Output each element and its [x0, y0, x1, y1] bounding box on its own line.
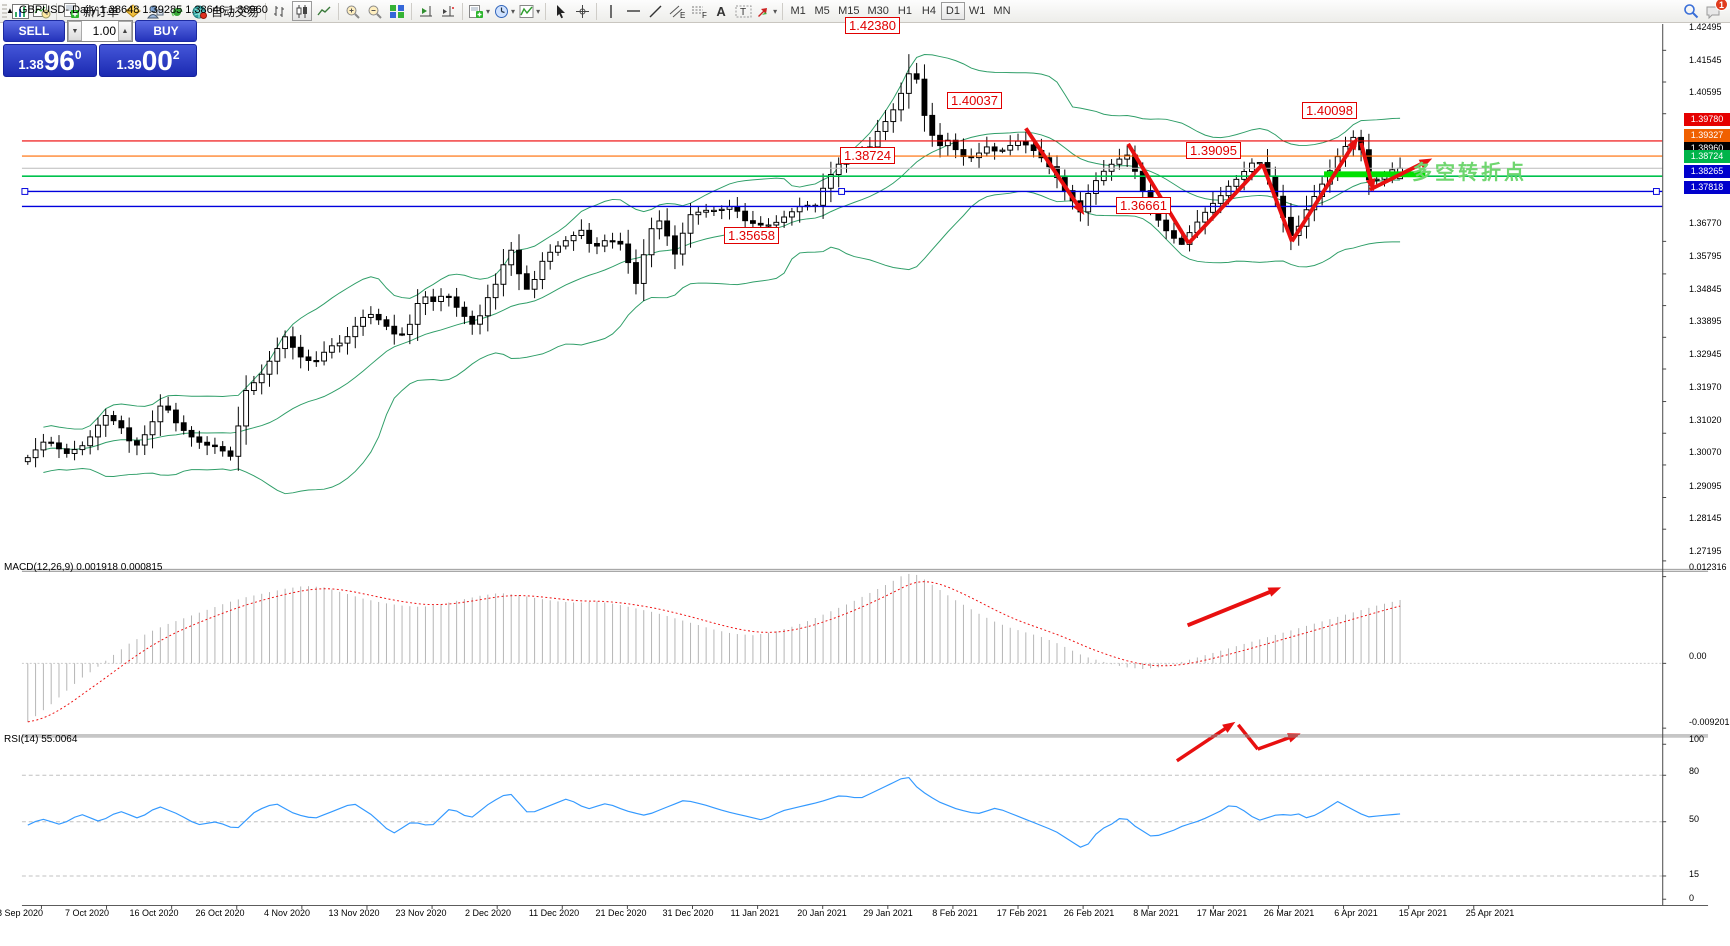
search-icon[interactable]: [1681, 1, 1701, 21]
text-label-tool-icon[interactable]: T: [733, 1, 753, 21]
sell-price-panel[interactable]: 1.38 96 0: [3, 44, 97, 77]
chart-shift-icon[interactable]: [438, 1, 458, 21]
hline-selection-handle[interactable]: [838, 188, 846, 195]
toolbar-separator: [56, 2, 57, 20]
horizontal-line-tool-icon[interactable]: [623, 1, 643, 21]
tile-windows-icon[interactable]: [387, 1, 407, 21]
toolbar-grip: [2, 3, 7, 19]
chevron-down-icon: ▾: [773, 6, 778, 16]
text-tool-icon[interactable]: A: [716, 3, 726, 19]
buy-price-panel[interactable]: 1.39 00 2: [99, 44, 197, 77]
buy-price-sup: 2: [172, 48, 180, 62]
market-icon[interactable]: [123, 1, 143, 21]
timeframe-h4[interactable]: H4: [921, 5, 936, 17]
one-click-trading-toggle-icon[interactable]: ▲: [6, 5, 14, 15]
crosshair-icon[interactable]: [572, 1, 592, 21]
svg-text:T: T: [740, 7, 746, 18]
chart-profiles-icon[interactable]: [32, 1, 52, 21]
one-click-trading-panel: SELL ▼ ▲ BUY 1.38 96 0 1.39 00 2: [3, 20, 197, 77]
chart-canvas[interactable]: [0, 24, 1730, 946]
symbol-title: ▲ GBPUSD-,Daily 1.38648 1.39285 1.38646 …: [6, 4, 268, 16]
community-icon[interactable]: [145, 1, 165, 21]
symbol-ohlc-text: GBPUSD-,Daily 1.38648 1.39285 1.38646 1.…: [18, 4, 268, 16]
chart-area: [0, 24, 1730, 946]
trendline-tool-icon[interactable]: [645, 1, 665, 21]
autotrading-label[interactable]: 自动交易: [211, 4, 260, 19]
price-annotation[interactable]: 1.39095: [1186, 142, 1241, 159]
svg-text:F: F: [702, 11, 707, 19]
toolbar-separator: [265, 2, 267, 20]
new-order-button[interactable]: [61, 1, 81, 21]
new-order-label[interactable]: 新订单: [83, 4, 120, 19]
toolbar-separator: [545, 2, 547, 20]
new-chart-icon[interactable]: [10, 1, 30, 21]
buy-price-prefix: 1.39: [116, 57, 142, 72]
timeframe-h1[interactable]: H1: [897, 5, 912, 17]
line-chart-icon[interactable]: [314, 1, 334, 21]
timeframe-m5[interactable]: M5: [814, 5, 830, 17]
price-annotation[interactable]: 1.40098: [1302, 102, 1357, 119]
sell-price-sup: 0: [74, 48, 82, 62]
templates-icon[interactable]: ▾: [467, 1, 491, 21]
timeframe-m15[interactable]: M15: [838, 5, 860, 17]
periods-icon[interactable]: ▾: [493, 1, 516, 21]
equidistant-channel-tool-icon[interactable]: E: [667, 1, 687, 21]
timeframe-m1[interactable]: M1: [790, 5, 806, 17]
chevron-down-icon: ▾: [511, 6, 516, 16]
timeframe-w1[interactable]: W1: [968, 5, 986, 17]
indicators-icon[interactable]: ▾: [518, 1, 541, 21]
zoom-in-icon[interactable]: [343, 1, 363, 21]
toolbar-separator: [462, 2, 464, 20]
chevron-down-icon: ▾: [536, 6, 541, 16]
svg-text:E: E: [680, 11, 685, 19]
toolbar-separator: [596, 2, 598, 20]
candlestick-chart-icon[interactable]: [292, 1, 313, 21]
auto-scroll-icon[interactable]: [416, 1, 436, 21]
toolbar-separator: [782, 2, 784, 20]
price-annotation[interactable]: 1.38724: [840, 147, 895, 164]
sell-button[interactable]: SELL: [3, 20, 65, 42]
price-annotation[interactable]: 1.35658: [724, 227, 779, 244]
volume-stepper: ▼ ▲: [67, 20, 133, 42]
zoom-out-icon[interactable]: [365, 1, 385, 21]
notifications-icon[interactable]: 1: [1703, 0, 1728, 21]
volume-input[interactable]: [82, 21, 118, 41]
timeframe-d1[interactable]: D1: [940, 2, 965, 20]
bar-chart-icon[interactable]: [270, 1, 290, 21]
buy-price-big: 00: [141, 45, 173, 76]
buy-button[interactable]: BUY: [135, 20, 197, 42]
cursor-icon[interactable]: [550, 1, 570, 21]
toolbar-separator: [411, 2, 413, 20]
arrows-tool-icon[interactable]: ▾: [755, 1, 778, 21]
volume-increase-button[interactable]: ▲: [118, 21, 132, 41]
autotrading-icon[interactable]: [189, 1, 209, 21]
toolbar-separator: [338, 2, 340, 20]
price-annotation[interactable]: 1.40037: [947, 92, 1002, 109]
timeframe-m30[interactable]: M30: [867, 5, 889, 17]
chevron-down-icon: ▾: [486, 6, 491, 16]
price-annotation[interactable]: 1.36661: [1116, 197, 1171, 214]
vertical-line-tool-icon[interactable]: [601, 1, 621, 21]
price-annotation[interactable]: 1.42380: [845, 17, 900, 34]
hline-selection-handle[interactable]: [1652, 188, 1660, 195]
sell-price-prefix: 1.38: [18, 57, 44, 72]
volume-decrease-button[interactable]: ▼: [68, 21, 82, 41]
sell-price-big: 96: [43, 45, 75, 76]
fibonacci-tool-icon[interactable]: F: [689, 1, 709, 21]
notification-count-badge: 1: [1715, 0, 1728, 11]
timeframe-mn[interactable]: MN: [993, 5, 1011, 17]
toolbar: 新订单 自动交易: [0, 0, 1730, 23]
signals-icon[interactable]: [167, 1, 187, 21]
hline-selection-handle[interactable]: [21, 188, 29, 195]
